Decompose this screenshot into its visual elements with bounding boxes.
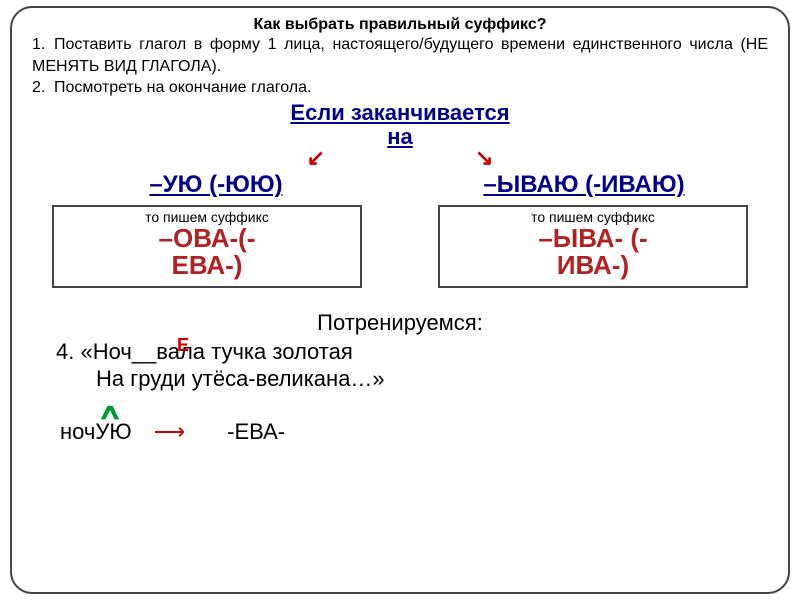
arrow-down-right-icon: ↘ — [475, 145, 493, 171]
suffix-answer: -ЕВА- — [227, 419, 285, 445]
practice-heading: Потренируемся: — [32, 310, 768, 336]
rule-2: 2.Посмотреть на окончание глагола. — [32, 77, 768, 99]
box-left-big: –ОВА-(- ЕВА-) — [64, 225, 350, 280]
answer-row: ∧ ночУЮ ⟶ -ЕВА- — [32, 419, 768, 445]
lesson-card: Как выбрать правильный суффикс? 1.Постав… — [10, 6, 790, 594]
arrow-down-left-icon: ↙ — [307, 145, 325, 171]
poem-block: Е 4. «Ноч__вала тучка золотая На груди у… — [32, 338, 768, 393]
arrow-right-icon: ⟶ — [154, 419, 186, 445]
rule-2-num: 2. — [32, 77, 54, 99]
test-verb: ∧ ночУЮ — [60, 419, 132, 445]
box-right-big: –ЫВА- (- ИВА-) — [450, 225, 736, 280]
box-left-big-2: ЕВА-) — [172, 250, 243, 280]
branch-title-line1: Если заканчивается — [290, 100, 509, 125]
suffix-box-right: то пишем суффикс –ЫВА- (- ИВА-) — [438, 205, 748, 288]
box-right-big-2: ИВА-) — [557, 250, 629, 280]
box-right-big-1: –ЫВА- (- — [538, 223, 647, 253]
branch-title: Если заканчивается на — [32, 101, 768, 149]
endings-row: –УЮ (-ЮЮ) –ЫВАЮ (-ИВАЮ) — [32, 171, 768, 199]
poem-line-2: На груди утёса-великана…» — [56, 366, 385, 391]
rule-2-text: Посмотреть на окончание глагола. — [54, 79, 311, 96]
box-left-big-1: –ОВА-(- — [159, 223, 256, 253]
suffix-boxes: то пишем суффикс –ОВА-(- ЕВА-) то пишем … — [32, 205, 768, 288]
poem-line-1: 4. «Ноч__вала тучка золотая — [56, 339, 353, 364]
ending-right: –ЫВАЮ (-ИВАЮ) — [407, 171, 760, 199]
caret-icon: ∧ — [97, 399, 123, 425]
suffix-box-left: то пишем суффикс –ОВА-(- ЕВА-) — [52, 205, 362, 288]
ending-left: –УЮ (-ЮЮ) — [39, 171, 392, 199]
rule-1-num: 1. — [32, 34, 54, 56]
rule-1: 1.Поставить глагол в форму 1 лица, насто… — [32, 34, 768, 77]
inserted-letter: Е — [177, 334, 189, 357]
card-title: Как выбрать правильный суффикс? — [32, 16, 768, 34]
branch-title-line2: на — [387, 124, 413, 149]
rule-1-text: Поставить глагол в форму 1 лица, настоящ… — [32, 36, 768, 75]
